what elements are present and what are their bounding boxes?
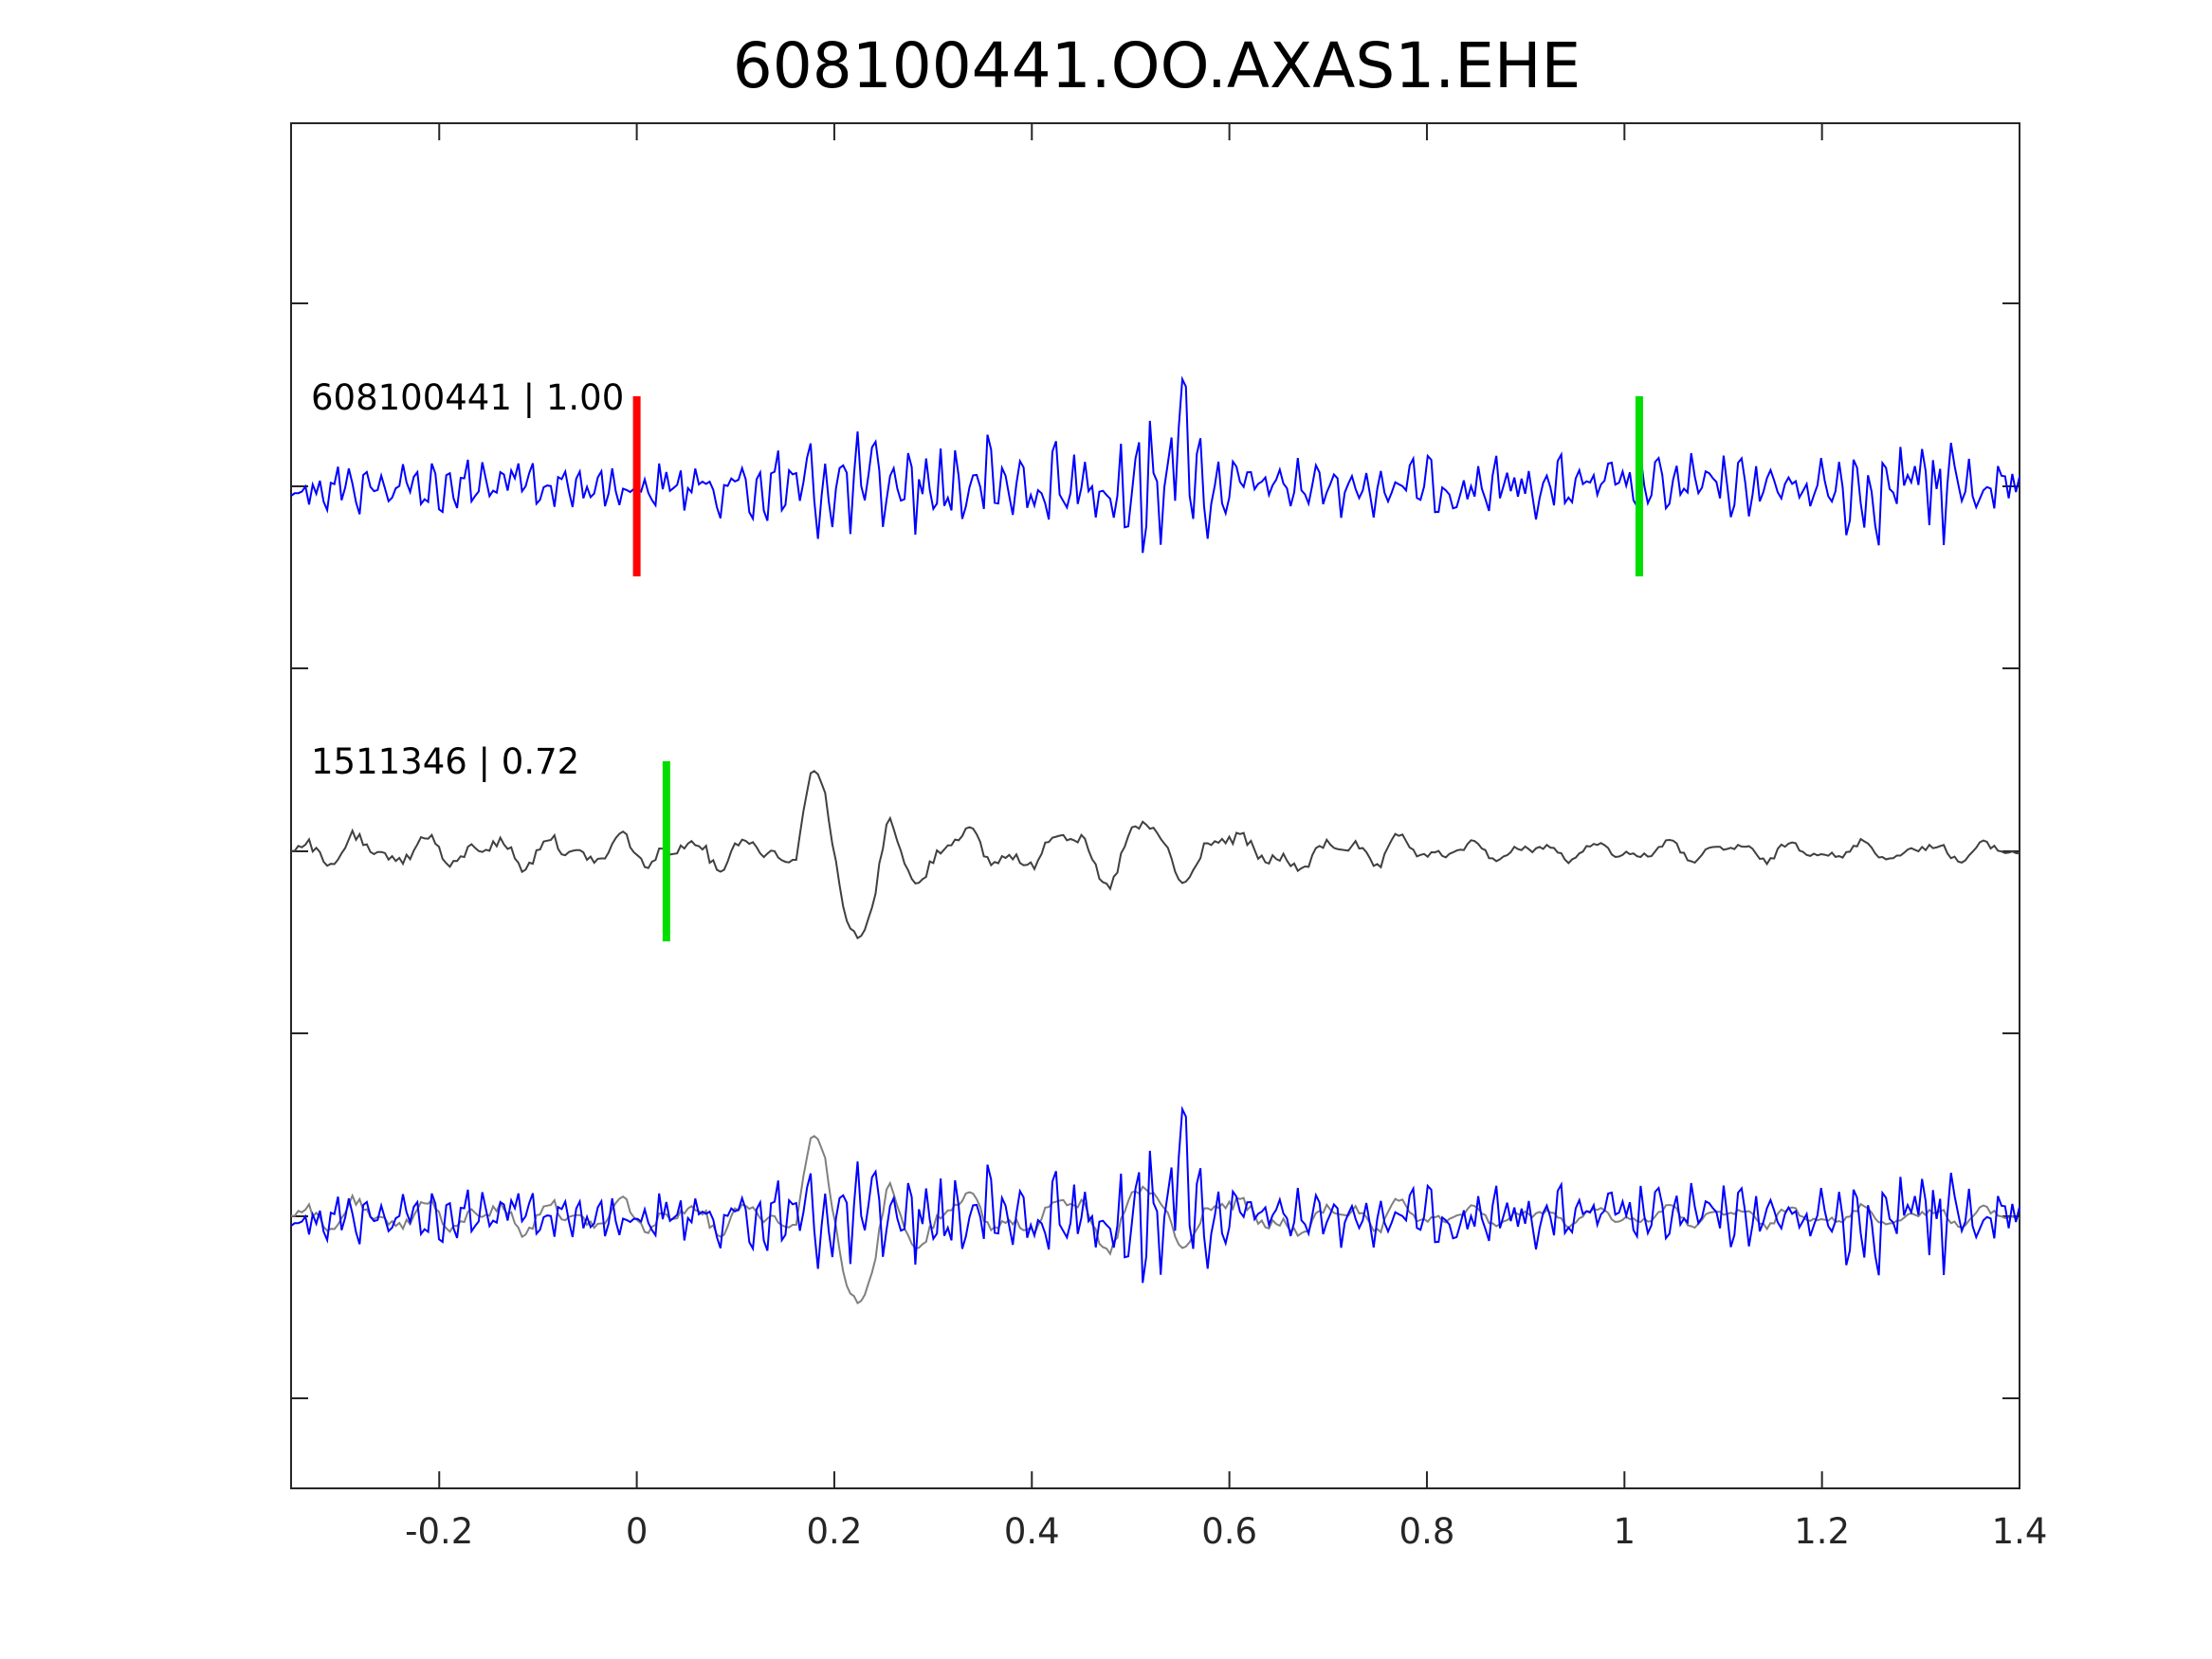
trace-label: 1511346 | 0.72 — [311, 741, 579, 782]
x-tick-label: 1.4 — [1992, 1511, 2048, 1552]
chart-title: 608100441.OO.AXAS1.EHE — [733, 29, 1581, 102]
overlay-trace-608100441 — [290, 1105, 2020, 1284]
traces-group — [290, 375, 2020, 1305]
trace-label: 608100441 | 1.00 — [311, 377, 624, 418]
x-tick-label: 0.4 — [1004, 1511, 1060, 1552]
trace-1511346 — [291, 770, 2020, 940]
plot-area: -0.2 0 0.2 0.4 0.6 0.8 1 1.2 1.4 608100441 | 1.0… — [290, 122, 2047, 1552]
x-tick-label: -0.2 — [405, 1511, 473, 1552]
x-tick-label: 0.2 — [807, 1511, 863, 1552]
x-tick-label: 0 — [626, 1511, 649, 1552]
x-tick-label: 1.2 — [1794, 1511, 1850, 1552]
trace-608100441 — [290, 375, 2020, 554]
x-tick-label: 0.6 — [1201, 1511, 1257, 1552]
x-tick-label: 0.8 — [1399, 1511, 1455, 1552]
x-axis-ticks: -0.2 0 0.2 0.4 0.6 0.8 1 1.2 1.4 — [405, 123, 2047, 1552]
trace-labels-group: 608100441 | 1.00 1511346 | 0.72 — [311, 377, 624, 782]
picks-group — [632, 396, 1643, 941]
y-axis-ticks — [291, 302, 2020, 1399]
x-tick-label: 1 — [1614, 1511, 1636, 1552]
overlay-trace-1511346 — [291, 1135, 2020, 1305]
axes-box — [290, 122, 2020, 1489]
